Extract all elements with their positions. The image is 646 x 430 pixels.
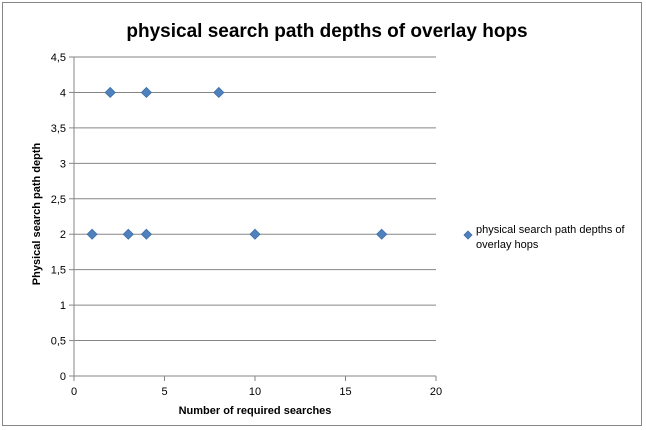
y-tick-label: 1,5 [51,265,66,277]
legend-label-line-2: overlay hops [476,239,539,251]
y-tick-label: 2,5 [51,194,66,206]
data-point [140,228,152,240]
data-point [122,228,134,240]
y-tick-label: 0,5 [51,336,66,348]
chart-area [2,2,642,426]
x-tick-label: 5 [161,386,167,398]
legend-marker-diamond [463,230,473,240]
x-tick-label: 10 [249,386,261,398]
x-tick-labels: 0 5 10 15 20 [71,386,442,398]
x-tick-label: 0 [71,386,77,398]
gridlines [74,56,436,342]
legend-label-line-1: physical search path depths of [476,224,626,236]
chart-title: physical search path depths of overlay h… [126,21,527,42]
y-tick-label: 4 [60,87,66,99]
data-points [86,86,388,240]
y-tick-label: 3,5 [51,123,66,135]
y-tick-label: 0 [60,371,66,383]
data-point [376,228,388,240]
axes [69,56,437,381]
data-point [86,228,98,240]
y-tick-label: 2 [60,229,66,241]
y-axis-title: Physical search path depth [31,143,43,286]
y-tick-labels: 0 0,5 1 1,5 2 2,5 3 3,5 4 4,5 [51,52,66,383]
data-point [140,86,152,99]
x-axis-title: Number of required searches [179,405,332,417]
data-point [213,86,225,99]
x-tick-label: 15 [339,386,351,398]
y-tick-label: 1 [60,300,66,312]
y-tick-label: 3 [60,158,66,170]
legend: physical search path depths of overlay h… [463,224,626,251]
x-tick-label: 20 [430,386,442,398]
y-tick-label: 4,5 [51,52,66,64]
data-point [249,228,261,240]
data-point [104,86,116,99]
